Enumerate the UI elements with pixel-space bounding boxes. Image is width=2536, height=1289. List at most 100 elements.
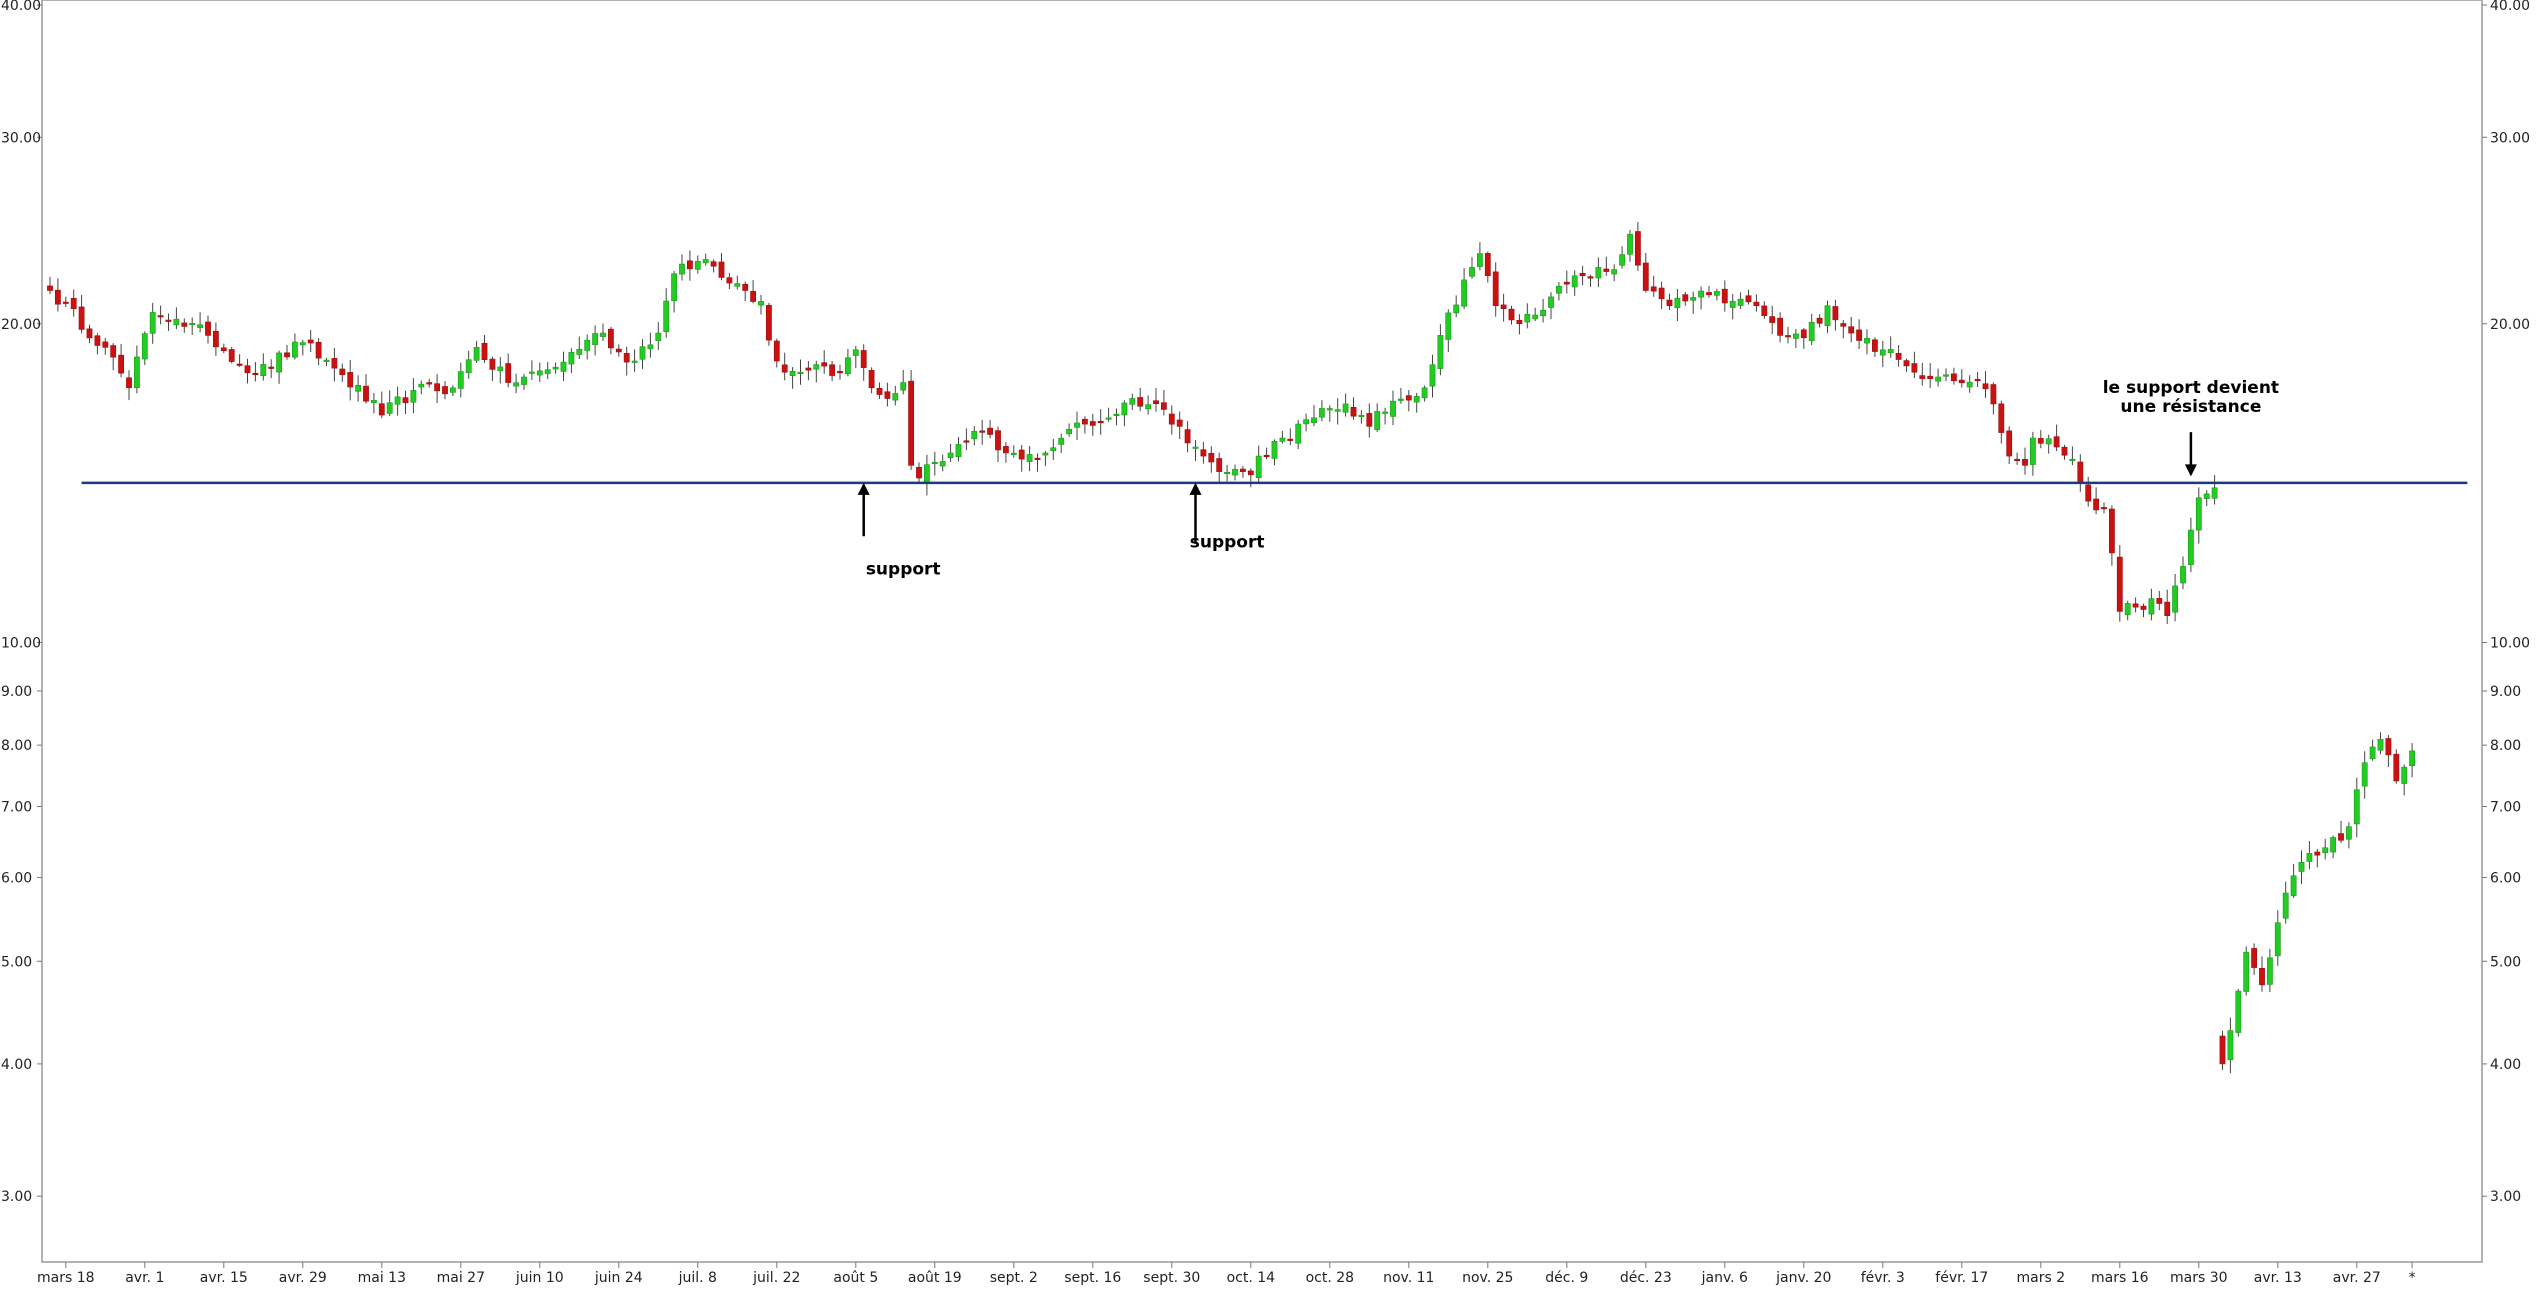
candle-body-down <box>2109 508 2115 554</box>
candle <box>742 281 749 302</box>
candle-body-down <box>1287 438 1294 441</box>
candle <box>102 337 109 355</box>
candle <box>1058 433 1065 454</box>
candle <box>931 451 938 476</box>
candle <box>47 276 53 295</box>
candle-body-up <box>2203 493 2210 499</box>
candle-body-down <box>2251 948 2257 968</box>
candle <box>781 352 788 381</box>
candle <box>157 305 164 325</box>
candle <box>110 343 117 371</box>
candle-body-down <box>1603 268 1610 272</box>
candle <box>2259 956 2265 992</box>
x-tick-label: nov. 11 <box>1383 1270 1434 1286</box>
candle <box>2195 487 2202 544</box>
candle-body-up <box>1935 376 1941 382</box>
candle-body-down <box>1816 317 1823 324</box>
candle <box>544 362 551 379</box>
candle <box>2385 735 2392 768</box>
candle-body-up <box>2180 566 2186 584</box>
candle <box>339 363 346 382</box>
candle <box>1666 293 1673 310</box>
candle <box>947 443 954 463</box>
candle <box>2401 764 2408 796</box>
x-tick-label: avr. 29 <box>279 1270 327 1286</box>
candle-body-up <box>418 383 425 388</box>
candle <box>1066 423 1072 437</box>
candle-body-up <box>1129 398 1136 405</box>
candle-body-down <box>2116 556 2123 612</box>
candle-body-down <box>868 370 875 389</box>
candle-body-down <box>2393 753 2400 782</box>
candle-body-down <box>916 466 922 479</box>
candle <box>323 357 330 367</box>
candle <box>1524 303 1531 329</box>
candle <box>734 275 741 290</box>
x-tick-label: oct. 28 <box>1306 1270 1354 1286</box>
candle <box>908 369 914 471</box>
y-tick-label-right: 7.00 <box>2490 800 2521 816</box>
candle <box>2093 487 2099 515</box>
candle <box>181 318 188 333</box>
candle-body-down <box>1263 454 1270 458</box>
y-tick-label-left: 8.00 <box>1 738 32 754</box>
candle-body-down <box>1350 407 1357 417</box>
candle <box>1050 438 1057 460</box>
candle-body-down <box>1240 468 1246 472</box>
candle <box>62 296 69 307</box>
candle-body-up <box>2409 750 2415 766</box>
candle <box>2014 452 2020 465</box>
candle-body-down <box>1161 402 1167 410</box>
candle <box>2061 444 2068 460</box>
candle-body-down <box>963 440 970 443</box>
candle <box>228 346 235 364</box>
candle-body-down <box>1919 375 1926 379</box>
candle <box>1153 388 1159 412</box>
x-tick-label: août 19 <box>908 1270 962 1286</box>
candle <box>126 370 132 401</box>
candle <box>220 343 227 354</box>
candle-body-down <box>995 430 1001 451</box>
candle-body-up <box>1232 468 1238 476</box>
candle-body-down <box>2085 484 2092 502</box>
candle-body-up <box>1105 417 1112 420</box>
candle <box>1484 251 1491 283</box>
x-tick-label: juil. 8 <box>678 1270 717 1286</box>
candle <box>1911 351 1918 379</box>
candle-body-up <box>576 349 583 355</box>
candle <box>70 289 77 317</box>
candle <box>1951 367 1957 385</box>
candle <box>426 378 433 388</box>
candle <box>1887 336 1894 358</box>
candle <box>1982 371 1989 398</box>
candle <box>244 358 251 384</box>
candle-body-up <box>2361 762 2368 787</box>
y-tick-label-right: 9.00 <box>2490 684 2521 700</box>
candle-body-down <box>252 372 259 376</box>
candle-body-up <box>1145 404 1151 410</box>
candle-body-up <box>1279 437 1286 442</box>
candle <box>2353 777 2360 838</box>
candle <box>2409 742 2415 778</box>
candle-body-up <box>276 352 282 373</box>
x-tick-label: août 5 <box>833 1270 878 1286</box>
candle <box>2037 430 2044 449</box>
candle-body-down <box>615 348 622 353</box>
candle-body-up <box>2401 766 2408 784</box>
candle-body-up <box>1437 335 1444 369</box>
candle-body-up <box>1477 253 1483 267</box>
x-tick-label: déc. 9 <box>1545 1270 1588 1286</box>
candle-body-down <box>884 391 891 399</box>
y-tick-label-right: 40.00 <box>2490 0 2530 14</box>
candle-body-down <box>773 340 780 362</box>
candle-body-down <box>213 330 219 348</box>
candle <box>1540 298 1546 323</box>
candle-body-up <box>1714 291 1720 296</box>
y-tick-label-left: 7.00 <box>1 800 32 816</box>
candle-body-up <box>2030 437 2036 465</box>
candle <box>1390 390 1396 426</box>
candle <box>2330 835 2336 859</box>
candle-body-down <box>1097 420 1104 424</box>
candle-body-down <box>805 367 812 371</box>
